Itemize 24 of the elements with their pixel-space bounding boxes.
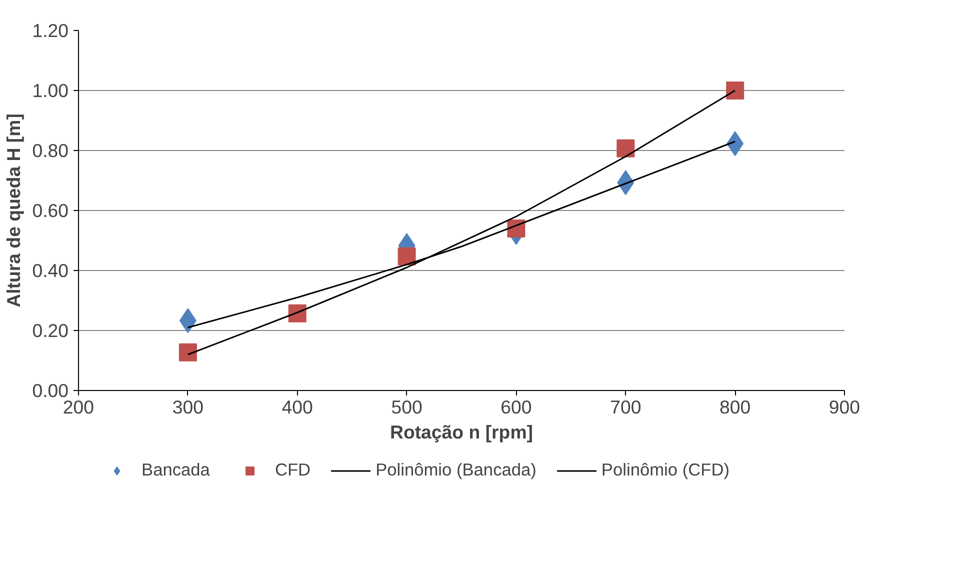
legend-label: Polinômio (Bancada) [376, 460, 536, 480]
x-tick-label: 500 [391, 396, 422, 418]
y-tick-label: 0.20 [32, 320, 68, 341]
x-tick-label: 700 [610, 396, 642, 418]
x-tick-label: 800 [720, 396, 751, 418]
legend-label: Bancada [142, 460, 210, 480]
point [178, 343, 197, 362]
y-tick-label: 0.60 [32, 200, 68, 221]
y-tick-label: 0.40 [32, 260, 68, 281]
x-tick-label: 600 [500, 396, 532, 418]
legend-label: Polinômio (CFD) [601, 460, 730, 480]
y-tick-label: 1.20 [32, 20, 68, 41]
point [616, 139, 635, 158]
point [288, 304, 306, 322]
point [726, 82, 744, 100]
x-tick-label: 900 [828, 396, 860, 418]
x-tick-label: 400 [282, 396, 313, 418]
y-axis-title: Altura de queda H [m] [3, 114, 24, 308]
legend-label: CFD [274, 460, 311, 480]
y-tick-label: 1.00 [32, 80, 68, 101]
x-axis-title: Rotação n [rpm] [390, 422, 534, 442]
x-tick-label: 300 [172, 396, 204, 418]
point [398, 247, 416, 266]
y-tick-label: 0.80 [32, 140, 68, 161]
